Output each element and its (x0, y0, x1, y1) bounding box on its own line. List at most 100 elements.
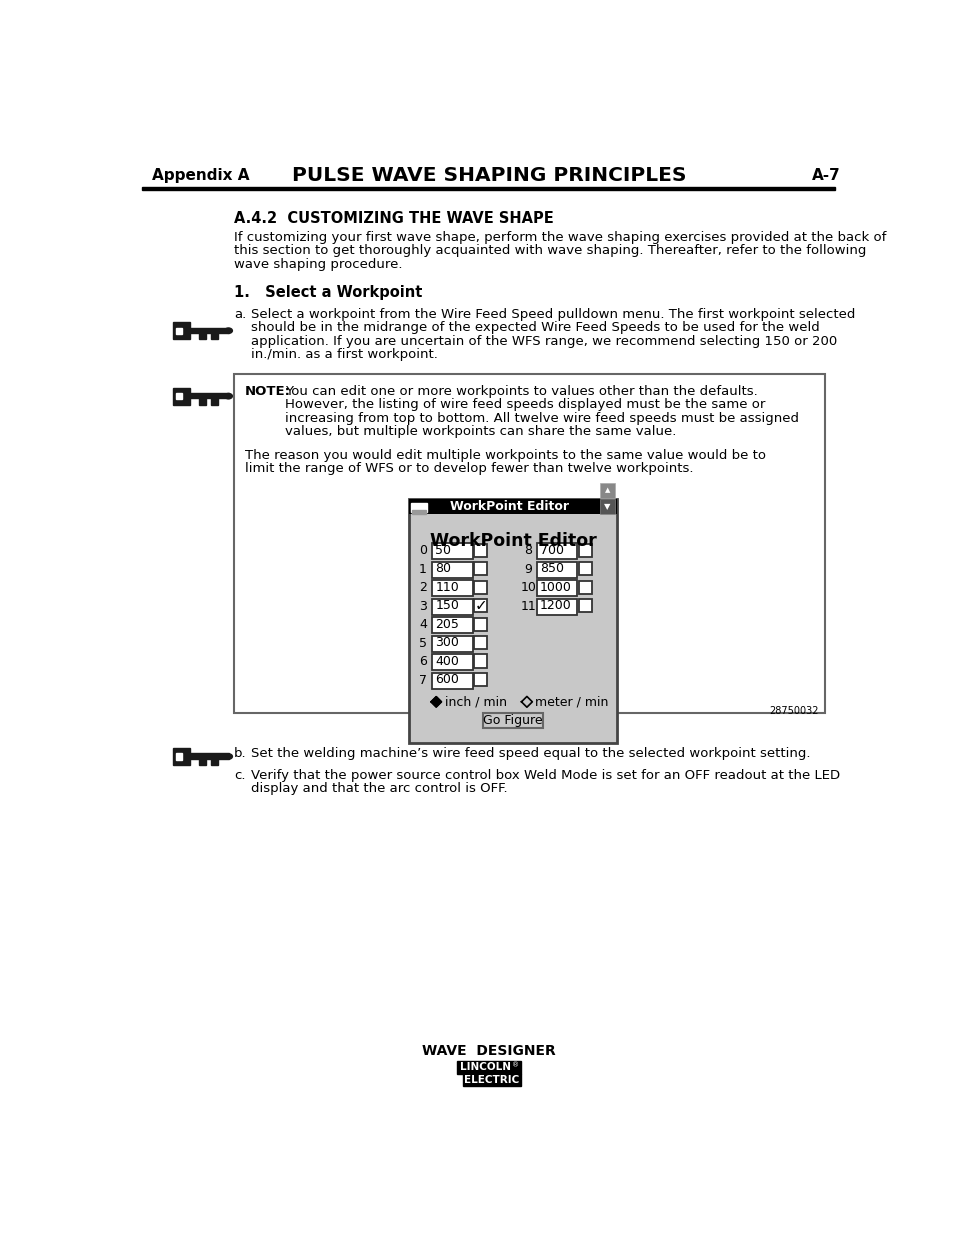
Bar (211, 333, 217, 340)
Text: Appendix A: Appendix A (152, 168, 249, 183)
Text: WorkPoint Editor: WorkPoint Editor (449, 500, 568, 513)
Text: 8: 8 (524, 545, 532, 557)
Text: PULSE WAVE SHAPING PRINCIPLES: PULSE WAVE SHAPING PRINCIPLES (292, 165, 685, 185)
Text: 7: 7 (418, 674, 427, 687)
Bar (537, 562, 577, 578)
Bar (474, 618, 487, 631)
Bar (432, 673, 472, 689)
Text: The reason you would edit multiple workpoints to the same value would be to: The reason you would edit multiple workp… (245, 448, 765, 462)
Text: 700: 700 (539, 543, 563, 557)
Text: 1000: 1000 (539, 580, 572, 594)
Text: 300: 300 (435, 636, 458, 650)
Bar (456, 1061, 520, 1073)
Bar (432, 636, 472, 652)
Bar (199, 399, 206, 405)
Bar (175, 393, 182, 399)
Bar (411, 503, 427, 511)
Ellipse shape (224, 329, 233, 333)
Text: should be in the midrange of the expected Wire Feed Speeds to be used for the we: should be in the midrange of the expecte… (251, 321, 819, 335)
Bar (463, 1073, 520, 1086)
Text: Set the welding machine’s wire feed speed equal to the selected workpoint settin: Set the welding machine’s wire feed spee… (251, 747, 810, 761)
Text: If customizing your first wave shape, perform the wave shaping exercises provide: If customizing your first wave shape, pe… (233, 231, 885, 245)
Text: 1200: 1200 (539, 599, 571, 613)
Polygon shape (431, 697, 441, 708)
Bar (190, 327, 229, 333)
Text: ▼: ▼ (603, 501, 610, 511)
Bar (432, 562, 472, 578)
Text: WorkPoint Editor: WorkPoint Editor (429, 532, 596, 551)
Bar (474, 655, 487, 668)
Text: However, the listing of wire feed speeds displayed must be the same or: However, the listing of wire feed speeds… (285, 399, 764, 411)
Text: ELECTRIC: ELECTRIC (464, 1074, 519, 1084)
Text: ®: ® (512, 1062, 519, 1068)
Text: limit the range of WFS or to develop fewer than twelve workpoints.: limit the range of WFS or to develop few… (245, 462, 693, 474)
Bar (172, 748, 190, 764)
Text: values, but multiple workpoints can share the same value.: values, but multiple workpoints can shar… (285, 425, 676, 437)
Text: WAVE  DESIGNER: WAVE DESIGNER (421, 1044, 556, 1057)
Bar (482, 713, 542, 727)
Text: this section to get thoroughly acquainted with wave shaping. Thereafter, refer t: this section to get thoroughly acquainte… (233, 245, 865, 257)
Bar (211, 758, 217, 764)
Bar (474, 599, 487, 613)
Text: a.: a. (233, 309, 246, 321)
Text: Go Figure: Go Figure (482, 714, 542, 727)
Text: 3: 3 (418, 600, 427, 613)
Bar (199, 333, 206, 340)
Text: 400: 400 (435, 655, 458, 668)
Bar (190, 753, 229, 758)
Text: b.: b. (233, 747, 246, 761)
Text: 150: 150 (435, 599, 458, 613)
Bar (432, 580, 472, 597)
Text: You can edit one or more workpoints to values other than the defaults.: You can edit one or more workpoints to v… (285, 385, 757, 399)
Text: increasing from top to bottom. All twelve wire feed speeds must be assigned: increasing from top to bottom. All twelv… (285, 411, 799, 425)
Bar (432, 655, 472, 671)
Bar (172, 322, 190, 340)
Text: meter / min: meter / min (535, 695, 608, 709)
Bar (474, 580, 487, 594)
Text: 850: 850 (539, 562, 563, 576)
Bar (537, 543, 577, 559)
Bar (142, 188, 835, 190)
Bar (578, 580, 592, 594)
Text: inch / min: inch / min (444, 695, 506, 709)
Bar (537, 580, 577, 597)
Text: ✓: ✓ (474, 598, 487, 613)
Bar (474, 636, 487, 650)
Text: A.4.2  CUSTOMIZING THE WAVE SHAPE: A.4.2 CUSTOMIZING THE WAVE SHAPE (233, 211, 553, 226)
Text: wave shaping procedure.: wave shaping procedure. (233, 258, 402, 270)
Text: 80: 80 (435, 562, 451, 576)
Text: 10: 10 (520, 582, 536, 594)
Text: 600: 600 (435, 673, 458, 685)
Text: Verify that the power source control box Weld Mode is set for an OFF readout at : Verify that the power source control box… (251, 769, 840, 782)
Text: 5: 5 (418, 637, 427, 650)
Bar (190, 393, 229, 399)
Text: 50: 50 (435, 543, 451, 557)
Text: 1.   Select a Workpoint: 1. Select a Workpoint (233, 285, 422, 300)
Text: 11: 11 (520, 600, 536, 613)
Bar (172, 388, 190, 405)
Text: NOTE:: NOTE: (245, 385, 291, 399)
Bar (432, 543, 472, 559)
Bar (211, 399, 217, 405)
Text: A-7: A-7 (811, 168, 840, 183)
Text: 0: 0 (418, 545, 427, 557)
Text: 9: 9 (524, 563, 532, 576)
Bar (233, 374, 823, 713)
Bar (409, 499, 617, 743)
Ellipse shape (224, 394, 233, 399)
Bar (537, 599, 577, 615)
Text: ▲: ▲ (604, 487, 610, 493)
Bar (199, 758, 206, 764)
Bar (409, 499, 617, 514)
Bar (599, 499, 615, 514)
Text: LINCOLN: LINCOLN (460, 1062, 511, 1072)
Text: Select a workpoint from the Wire Feed Speed pulldown menu. The first workpoint s: Select a workpoint from the Wire Feed Sp… (251, 309, 855, 321)
Text: 6: 6 (418, 656, 427, 668)
Bar (474, 543, 487, 557)
Text: display and that the arc control is OFF.: display and that the arc control is OFF. (251, 782, 507, 795)
Ellipse shape (224, 753, 233, 760)
Bar (474, 562, 487, 576)
Bar (432, 618, 472, 634)
Bar (578, 543, 592, 557)
Text: 1: 1 (418, 563, 427, 576)
